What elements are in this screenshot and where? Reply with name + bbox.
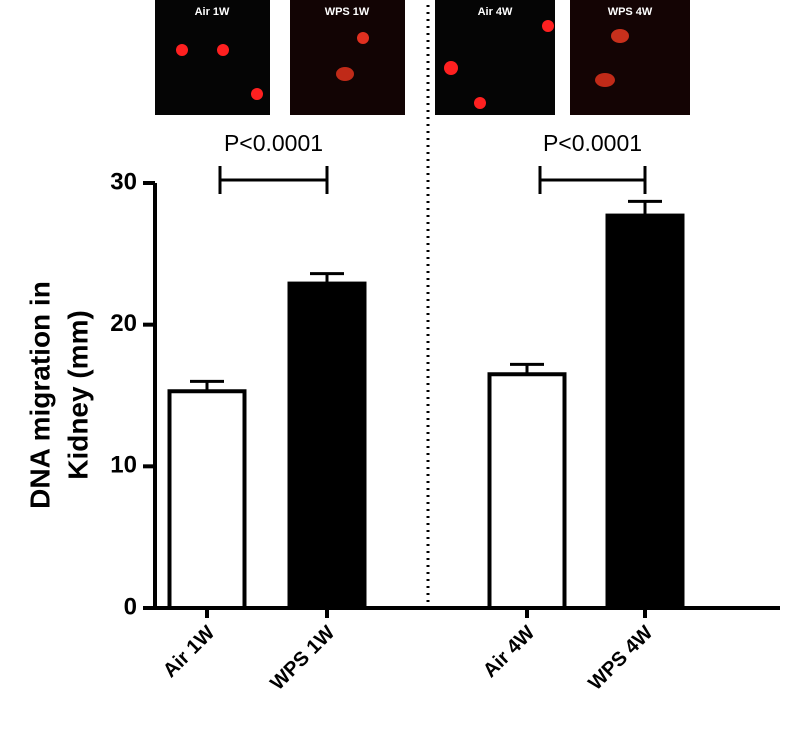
annotation: P<0.0001 (543, 130, 642, 156)
y-axis-label: Kidney (mm) (62, 310, 93, 480)
annotation: P<0.0001 (224, 130, 323, 156)
comet (444, 61, 458, 75)
bar (487, 372, 567, 610)
panel-label: WPS 1W (325, 6, 370, 18)
panel (155, 0, 270, 115)
y-tick-label: 20 (110, 310, 137, 337)
panel-label: WPS 4W (608, 6, 653, 18)
comet (357, 32, 369, 44)
bar (287, 281, 367, 610)
comet (474, 97, 486, 109)
comet (542, 20, 554, 32)
y-tick-label: 10 (110, 452, 137, 479)
panel (435, 0, 555, 115)
comet (336, 67, 354, 81)
panel-label: Air 4W (478, 6, 513, 18)
micrographs: Air 1W WPS 1W Air 4W WPS 4W (155, 0, 690, 115)
bar (167, 389, 247, 610)
y-tick-label: 0 (124, 593, 137, 620)
panel-label: Air 1W (195, 6, 230, 18)
x-tick-label: Air 4W (479, 622, 539, 682)
y-axis-label: DNA migration in (24, 281, 55, 509)
x-tick-label: WPS 4W (584, 622, 657, 695)
comet (217, 44, 229, 56)
comet (595, 73, 615, 87)
x-tick-label: WPS 1W (266, 622, 339, 695)
x-tick-label: Air 1W (159, 622, 219, 682)
comet (251, 88, 263, 100)
comet (176, 44, 188, 56)
bar (605, 213, 685, 610)
panel (290, 0, 405, 115)
comet (611, 29, 629, 43)
y-tick-label: 30 (110, 168, 137, 195)
panel (570, 0, 690, 115)
